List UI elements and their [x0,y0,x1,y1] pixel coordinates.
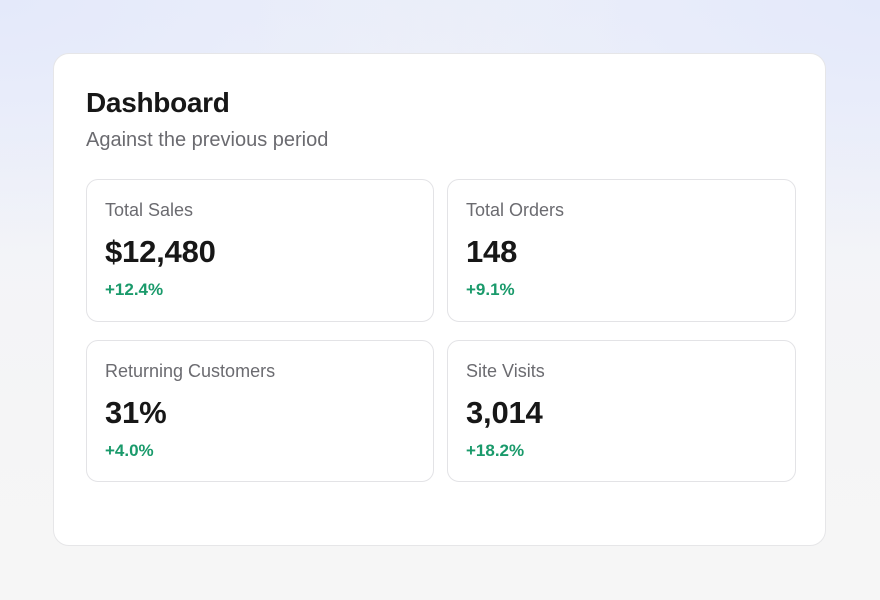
stat-label: Total Orders [466,200,565,220]
stat-card-total-orders: Total Orders 148 +9.1% [447,179,796,322]
stat-delta: +12.4% [105,280,164,299]
stat-card-total-sales: Total Sales $12,480 +12.4% [86,179,434,322]
stat-card-site-visits: Site Visits 3,014 +18.2% [447,340,796,482]
stat-delta: +18.2% [466,441,525,460]
stat-delta: +4.0% [105,441,154,460]
dashboard-card: Dashboard Against the previous period To… [53,53,826,546]
page-subtitle: Against the previous period [86,129,329,151]
stat-value: $12,480 [105,234,216,269]
stat-card-returning-customers: Returning Customers 31% +4.0% [86,340,434,482]
stat-label: Site Visits [466,361,545,381]
stat-label: Returning Customers [105,361,276,381]
stats-grid: Total Sales $12,480 +12.4% Total Orders … [86,179,796,482]
stat-value: 31% [105,395,167,430]
stat-label: Total Sales [105,200,194,220]
stat-value: 3,014 [466,395,543,430]
stat-value: 148 [466,234,518,269]
stat-delta: +9.1% [466,280,515,299]
page-title: Dashboard [86,87,230,118]
